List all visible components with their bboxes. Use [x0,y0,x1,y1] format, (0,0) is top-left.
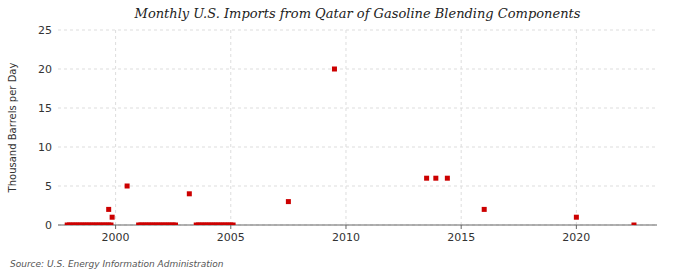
point [482,207,487,212]
y-grid-line [58,69,657,70]
chart: 2000 2005 2010 2015 2020 0 5 10 15 20 25 Monthly U.… [0,0,675,275]
point [110,215,115,220]
x-grid-line [576,30,577,225]
y-grid-line [58,147,657,148]
x-tick-label: 2020 [562,231,590,244]
x-tick-label: 2005 [217,231,245,244]
y-tick-label: 5 [45,180,52,193]
points [65,67,637,226]
x-tick-label: 2000 [102,231,130,244]
y-tick-label: 10 [38,141,52,154]
point [424,176,429,181]
point [173,223,178,226]
point [332,67,337,72]
y-tick-label: 15 [38,102,52,115]
grid [58,30,657,225]
source-note: Source: U.S. Energy Information Administ… [10,259,224,269]
title: Monthly U.S. Imports from Qatar of Gasol… [134,6,581,21]
y-ticks: 0 5 10 15 20 25 [38,24,52,232]
x-grid-line [345,30,346,225]
point [187,191,192,196]
y-tick-label: 20 [38,63,52,76]
point [445,176,450,181]
x-tick [576,225,577,229]
y-grid-line [58,186,657,187]
point [231,223,236,226]
x-tick [345,225,346,229]
x-tick [461,225,462,229]
x-tick [115,225,116,229]
y-axis-label: Thousand Barrels per Day [7,63,18,194]
y-tick-label: 0 [45,219,52,232]
y-grid-line [58,108,657,109]
point [106,207,111,212]
x-grid-line [230,30,231,225]
y-tick-label: 25 [38,24,52,37]
x-tick [230,225,231,229]
x-ticks: 2000 2005 2010 2015 2020 [102,225,591,244]
point [286,199,291,204]
point [108,223,113,226]
y-grid-line [58,30,657,31]
point [125,184,130,189]
x-grid-line [115,30,116,225]
x-grid-line [461,30,462,225]
x-tick-label: 2015 [447,231,475,244]
point [574,215,579,220]
point [631,223,636,226]
point [433,176,438,181]
x-tick-label: 2010 [332,231,360,244]
